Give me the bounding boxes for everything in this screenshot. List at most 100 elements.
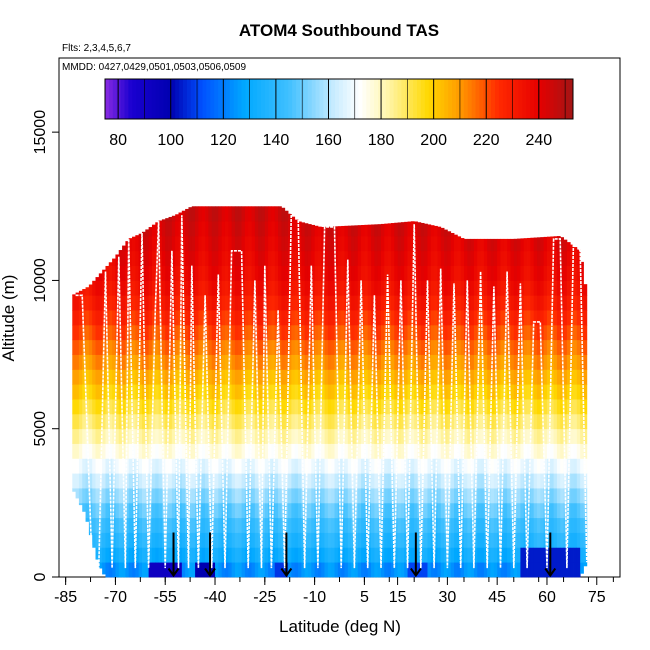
heatmap-cell	[324, 384, 329, 400]
y-tick-label: 0	[32, 572, 49, 581]
heatmap-cell	[454, 280, 458, 296]
heatmap-cell	[424, 399, 428, 415]
heatmap-cell	[208, 339, 213, 355]
heatmap-cell	[271, 339, 276, 355]
heatmap-cell	[155, 532, 159, 548]
heatmap-cell	[543, 324, 548, 341]
heatmap-cell	[92, 443, 96, 459]
heatmap-cell	[374, 488, 379, 504]
heatmap-cell	[530, 413, 535, 430]
heatmap-cell	[105, 280, 110, 296]
heatmap-cell	[148, 532, 153, 548]
heatmap-cell	[112, 258, 116, 266]
heatmap-cell	[440, 488, 445, 504]
heatmap-cell	[550, 443, 555, 459]
heatmap-cell	[374, 295, 379, 311]
heatmap-cell	[440, 399, 445, 415]
heatmap-cell	[407, 562, 412, 578]
heatmap-cell	[377, 413, 382, 430]
heatmap-cell	[477, 532, 481, 548]
heatmap-cell	[258, 399, 262, 415]
heatmap-cell	[288, 458, 292, 474]
heatmap-cell	[550, 399, 555, 415]
heatmap-cell	[311, 413, 315, 430]
colorbar-cell	[136, 79, 141, 119]
heatmap-cell	[417, 250, 422, 266]
heatmap-cell	[497, 280, 501, 296]
heatmap-cell	[457, 532, 462, 548]
heatmap-cell	[191, 250, 196, 266]
heatmap-cell	[251, 473, 256, 489]
heatmap-cell	[278, 413, 282, 430]
heatmap-cell	[201, 206, 206, 222]
heatmap-cell	[185, 354, 189, 370]
heatmap-cell	[198, 235, 203, 252]
heatmap-cell	[380, 369, 385, 385]
heatmap-cell	[394, 265, 398, 281]
heatmap-cell	[188, 473, 193, 489]
heatmap-cell	[341, 562, 345, 578]
heatmap-cell	[463, 458, 468, 474]
heatmap-cell	[487, 295, 491, 311]
heatmap-cell	[122, 250, 126, 266]
heatmap-cell	[234, 221, 239, 237]
heatmap-cell	[546, 428, 551, 444]
heatmap-cell	[417, 369, 422, 385]
heatmap-cell	[513, 250, 518, 266]
heatmap-cell	[424, 384, 428, 400]
heatmap-cell	[254, 532, 259, 548]
heatmap-cell	[460, 354, 465, 370]
heatmap-cell	[477, 428, 481, 444]
heatmap-cell	[420, 310, 425, 326]
heatmap-cell	[288, 295, 292, 311]
heatmap-cell	[470, 562, 475, 578]
heatmap-cell	[457, 458, 462, 474]
heatmap-cell	[394, 250, 398, 266]
heatmap-cell	[218, 473, 223, 489]
heatmap-cell	[224, 399, 229, 415]
heatmap-cell	[284, 399, 289, 415]
heatmap-cell	[125, 241, 130, 252]
heatmap-cell	[168, 265, 173, 281]
colorbar-tick-label: 180	[368, 132, 395, 149]
x-tick-label: 60	[538, 589, 556, 606]
heatmap-cell	[195, 235, 199, 252]
heatmap-cell	[132, 250, 136, 266]
heatmap-cell	[125, 280, 130, 296]
heatmap-cell	[234, 473, 239, 489]
heatmap-cell	[301, 295, 306, 311]
heatmap-cell	[387, 265, 392, 281]
heatmap-cell	[291, 280, 296, 296]
heatmap-cell	[550, 547, 555, 563]
heatmap-cell	[384, 265, 389, 281]
heatmap-cell	[437, 235, 442, 252]
colorbar-cell	[296, 79, 301, 119]
heatmap-cell	[141, 488, 146, 504]
heatmap-cell	[361, 517, 365, 533]
heatmap-cell	[417, 443, 422, 459]
heatmap-cell	[238, 324, 242, 341]
heatmap-cell	[317, 458, 322, 474]
heatmap-cell	[517, 265, 521, 281]
heatmap-cell	[347, 369, 352, 385]
heatmap-cell	[128, 443, 133, 459]
heatmap-cell	[128, 502, 133, 519]
heatmap-cell	[573, 443, 578, 459]
heatmap-cell	[420, 324, 425, 341]
heatmap-cell	[404, 354, 408, 370]
heatmap-cell	[268, 399, 272, 415]
heatmap-cell	[168, 310, 173, 326]
heatmap-cell	[168, 250, 173, 266]
heatmap-cell	[311, 517, 315, 533]
heatmap-cell	[351, 428, 355, 444]
heatmap-cell	[188, 399, 193, 415]
heatmap-cell	[92, 517, 96, 533]
heatmap-cell	[205, 295, 209, 311]
heatmap-cell	[361, 413, 365, 430]
heatmap-cell	[238, 399, 242, 415]
heatmap-cell	[450, 295, 455, 311]
heatmap-cell	[198, 295, 203, 311]
heatmap-cell	[576, 517, 581, 533]
heatmap-cell	[248, 339, 252, 355]
heatmap-cell	[278, 517, 282, 533]
